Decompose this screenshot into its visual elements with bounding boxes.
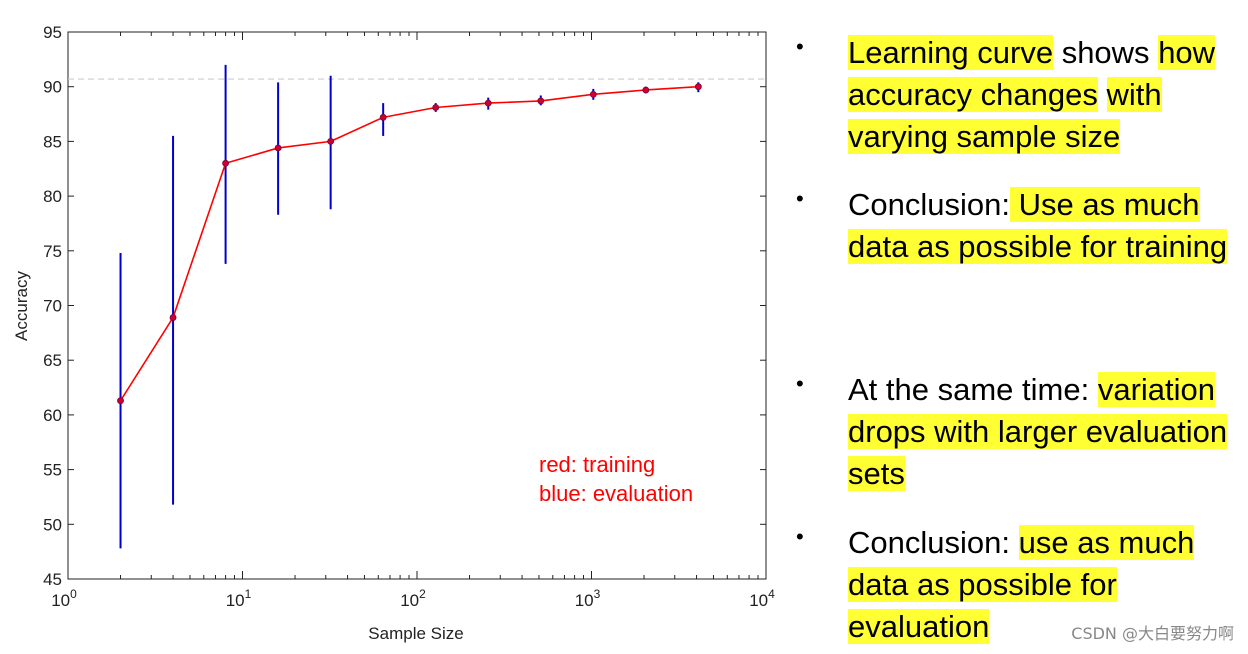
watermark: CSDN @大白要努力啊 xyxy=(1071,624,1234,643)
x-tick-base: 10 xyxy=(51,591,70,610)
highlighted-text: Learning curve xyxy=(848,35,1054,70)
x-tick-exponent: 1 xyxy=(245,587,252,601)
bullet-text: Learning curve shows how accuracy change… xyxy=(848,32,1246,158)
y-tick-label: 60 xyxy=(43,406,62,425)
y-tick-label: 50 xyxy=(43,515,62,534)
highlighted-text: use as xyxy=(1018,525,1119,560)
data-point xyxy=(379,113,387,121)
y-tick-label: 55 xyxy=(43,461,62,480)
data-point xyxy=(484,99,492,107)
x-tick-exponent: 0 xyxy=(70,587,77,601)
plot-area xyxy=(67,31,767,580)
x-tick-exponent: 3 xyxy=(594,587,601,601)
y-tick-label: 90 xyxy=(43,78,62,97)
data-point xyxy=(222,159,229,167)
data-point xyxy=(589,90,597,98)
x-tick-base: 10 xyxy=(575,591,594,610)
data-point xyxy=(327,137,335,145)
y-tick-label: 45 xyxy=(43,570,62,589)
bullet-marker: • xyxy=(796,186,804,211)
y-axis-label: Accuracy xyxy=(12,271,31,341)
x-tick-base: 10 xyxy=(749,591,768,610)
data-point xyxy=(169,314,177,321)
bullet-text: At the same time: variation drops with l… xyxy=(848,369,1246,495)
x-tick-label: 104 xyxy=(749,587,775,610)
data-point xyxy=(274,144,282,152)
highlighted-text: Use as xyxy=(1009,187,1124,222)
legend-evaluation: blue: evaluation xyxy=(539,481,693,506)
x-tick-label: 103 xyxy=(575,587,601,610)
y-tick-label: 75 xyxy=(43,242,62,261)
training-line xyxy=(119,85,699,402)
bullet-text-segment: Conclusion: xyxy=(848,525,1019,560)
x-tick-label: 101 xyxy=(226,587,252,610)
bullet-marker: • xyxy=(796,371,804,396)
x-tick-exponent: 2 xyxy=(419,587,426,601)
bullet-marker: • xyxy=(796,34,804,59)
x-tick-base: 10 xyxy=(226,591,245,610)
bullet-text-segment: shows xyxy=(1053,35,1159,70)
data-point xyxy=(117,397,124,405)
bullet-text-segment: At the same time: xyxy=(848,372,1098,407)
x-tick-exponent: 4 xyxy=(768,587,775,601)
y-tick-label: 65 xyxy=(43,351,62,370)
legend-training: red: training xyxy=(539,452,655,477)
x-tick-base: 10 xyxy=(400,591,419,610)
y-tick-label: 85 xyxy=(43,132,62,151)
x-tick-label: 100 xyxy=(51,587,77,610)
y-tick-label: 70 xyxy=(43,297,62,316)
highlighted-text: for training xyxy=(1080,229,1228,264)
data-point xyxy=(432,104,440,111)
bullet-text: Conclusion: Use as much data as possible… xyxy=(848,184,1246,268)
y-tick-label: 95 xyxy=(43,23,62,42)
data-point xyxy=(537,97,545,105)
bullet-text: Conclusion: use as much data as possible… xyxy=(848,522,1246,648)
bullet-text-segment xyxy=(1098,77,1107,112)
x-axis-label: Sample Size xyxy=(368,624,463,643)
data-point xyxy=(642,86,650,94)
bullet-marker: • xyxy=(796,524,804,549)
data-point xyxy=(694,83,702,91)
y-tick-label: 80 xyxy=(43,187,62,206)
bullet-text-segment: Conclusion: xyxy=(848,187,1010,222)
x-tick-label: 102 xyxy=(400,587,426,610)
